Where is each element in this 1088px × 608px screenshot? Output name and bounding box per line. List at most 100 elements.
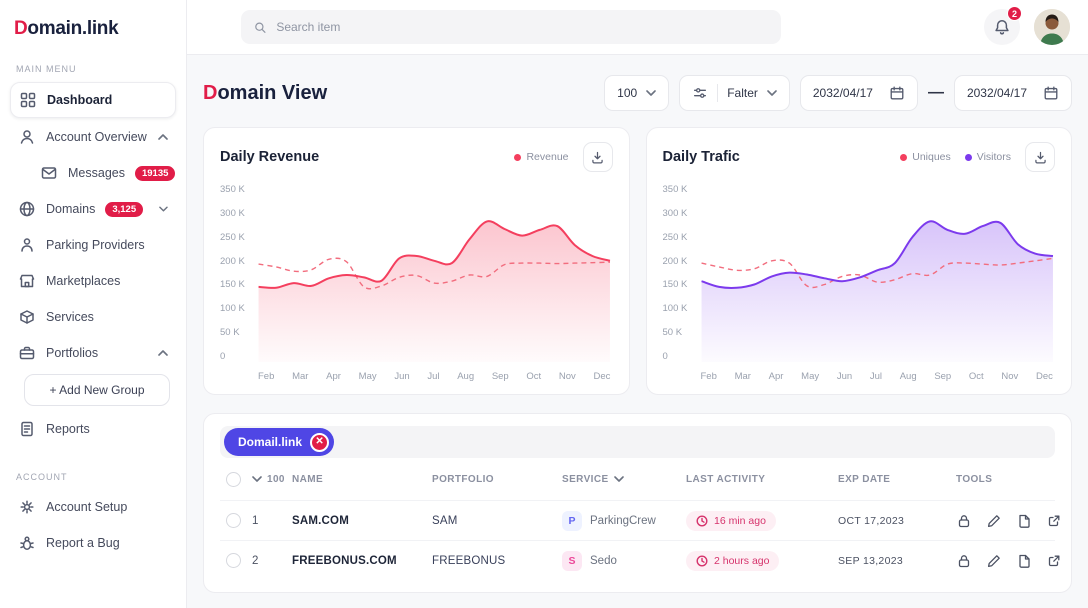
last-activity-pill: 16 min ago	[686, 510, 776, 531]
sidebar-item-parking-providers[interactable]: Parking Providers	[10, 228, 176, 262]
avatar[interactable]	[1034, 9, 1070, 45]
calendar-icon	[890, 86, 904, 100]
export-button[interactable]	[1046, 513, 1062, 529]
export-icon	[1048, 555, 1060, 566]
tools-cell	[956, 553, 1062, 569]
row-number: 1	[252, 514, 259, 527]
date-to-picker[interactable]: 2032/04/17	[953, 75, 1072, 111]
lock-icon	[958, 514, 970, 527]
download-button[interactable]	[1025, 142, 1055, 172]
table-row[interactable]: 1 SAM.COM SAM P ParkingCrew 16 min ago O…	[220, 500, 1060, 540]
clock-icon	[696, 514, 708, 527]
revenue-chart-plot	[256, 184, 613, 362]
download-button[interactable]	[582, 142, 613, 172]
bell-icon	[995, 20, 1009, 35]
service-badge-1: P	[562, 510, 582, 531]
brand-logo: Domain.link	[10, 14, 176, 56]
divider	[717, 84, 719, 102]
last-activity-pill: 2 hours ago	[686, 550, 780, 571]
document-button[interactable]	[1016, 553, 1032, 569]
domains-count-badge: 3,125	[105, 201, 144, 217]
select-all-checkbox[interactable]	[226, 471, 241, 487]
sidebar-item-dashboard[interactable]: Dashboard	[10, 82, 176, 118]
chart-title: Daily Revenue	[220, 149, 320, 165]
edit-button[interactable]	[986, 553, 1002, 569]
filter-select[interactable]: Falter	[679, 75, 790, 111]
lock-button[interactable]	[956, 513, 972, 529]
search-input[interactable]	[276, 20, 769, 34]
notifications-button[interactable]: 2	[984, 6, 1022, 45]
sidebar-item-report-a-bug[interactable]: Report a Bug	[10, 526, 176, 560]
filter-chip-label: Domail.link	[238, 435, 303, 449]
sidebar-item-domains[interactable]: Domains 3,125	[10, 192, 176, 226]
sidebar-item-messages[interactable]: Messages 19135	[10, 156, 176, 190]
traffic-chart-plot	[699, 184, 1056, 362]
document-button[interactable]	[1016, 513, 1032, 529]
table-row[interactable]: 2 FREEBONUS.COM FREEBONUS S Sedo 2 hours…	[220, 540, 1060, 580]
row-number: 2	[252, 554, 259, 567]
date-range-separator: —	[927, 84, 944, 101]
page-title-d: D	[203, 81, 218, 104]
sidebar-item-services[interactable]: Services	[10, 300, 176, 334]
date-from-picker[interactable]: 2032/04/17	[799, 75, 918, 111]
sidebar-item-account-setup[interactable]: Account Setup	[10, 490, 176, 524]
chevron-up-icon	[158, 134, 168, 140]
add-new-group-button[interactable]: + Add New Group	[24, 374, 170, 406]
export-button[interactable]	[1046, 553, 1062, 569]
lock-button[interactable]	[956, 553, 972, 569]
clock-icon	[696, 554, 708, 567]
last-activity-cell: 16 min ago	[686, 510, 838, 531]
download-icon	[592, 151, 603, 164]
lock-icon	[958, 554, 970, 567]
brand-logo-d: D	[14, 18, 28, 39]
portfolio-name: SAM	[432, 514, 458, 527]
row-checkbox[interactable]	[226, 513, 241, 528]
chevron-down-icon	[252, 476, 262, 482]
domains-table-card: Domail.link ✕ 100 NAME PORTFOLIO SERVICE…	[203, 413, 1072, 593]
document-icon	[1019, 514, 1030, 528]
sidebar-item-account-overview[interactable]: Account Overview	[10, 120, 176, 154]
box-icon	[20, 310, 34, 324]
calendar-icon	[1044, 86, 1058, 100]
filter-sliders-icon	[694, 88, 707, 98]
column-exp-date[interactable]: EXP DATE	[838, 473, 891, 485]
column-portfolio[interactable]: PORTFOLIO	[432, 473, 494, 485]
sidebar-item-marketplaces[interactable]: Marketplaces	[10, 264, 176, 298]
column-service[interactable]: SERVICE	[562, 474, 686, 485]
page-size-select[interactable]: 100	[604, 75, 670, 111]
sidebar-item-portfolios[interactable]: Portfolios	[10, 336, 176, 370]
chevron-up-icon	[158, 350, 168, 356]
chevron-down-icon	[613, 476, 624, 482]
filter-chip[interactable]: Domail.link ✕	[224, 428, 335, 456]
search-box[interactable]	[241, 10, 781, 44]
sidebar-item-label: Account Setup	[46, 500, 128, 514]
sidebar-item-reports[interactable]: Reports	[10, 412, 176, 446]
chip-close-icon[interactable]: ✕	[310, 432, 330, 452]
page-title-rest: omain View	[217, 81, 328, 104]
sidebar-item-label: Domains	[46, 202, 96, 216]
page-size-value: 100	[617, 86, 638, 100]
page-title: Domain View	[203, 82, 327, 105]
x-axis: Feb Mar Apr May Jun Jul Aug Sep Oct Nov Dec	[258, 371, 611, 382]
document-icon	[1019, 554, 1030, 568]
search-icon	[255, 22, 266, 33]
daily-revenue-card: Daily Revenue Revenue 350 K 300 K 250 K 200…	[203, 127, 630, 395]
dashboard-icon	[20, 92, 36, 108]
service-name: ParkingCrew	[590, 514, 656, 527]
column-last-activity[interactable]: LAST ACTIVITY	[686, 473, 766, 485]
edit-icon	[987, 514, 1000, 527]
column-count[interactable]: 100	[252, 474, 292, 485]
user-icon	[20, 130, 34, 144]
sidebar-item-label: Dashboard	[47, 93, 113, 107]
edit-button[interactable]	[986, 513, 1002, 529]
column-name[interactable]: NAME	[292, 473, 324, 485]
sidebar-item-label: Services	[46, 310, 94, 324]
messages-count-badge: 19135	[134, 165, 176, 181]
avatar-image	[1034, 9, 1070, 45]
notification-count-badge: 2	[1007, 6, 1022, 21]
globe-icon	[19, 201, 35, 217]
row-checkbox[interactable]	[226, 553, 241, 568]
